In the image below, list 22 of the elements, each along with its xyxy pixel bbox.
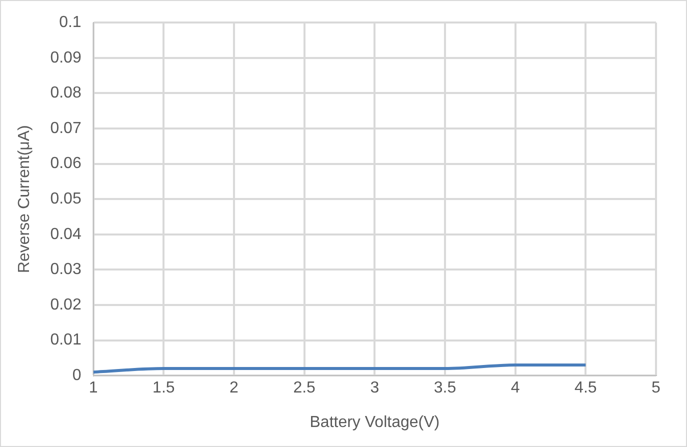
y-tick-label: 0.07 [50,120,82,137]
x-tick-label: 3.5 [434,380,456,397]
x-tick-label: 1 [88,380,98,397]
x-tick-label: 2 [230,380,239,397]
y-tick-label: 0.03 [50,261,82,278]
y-tick-label: 0.05 [50,190,82,208]
x-tick-label: 3 [370,380,380,397]
y-tick-label: 0.06 [50,155,82,172]
y-tick-label: 0.02 [50,296,82,314]
x-axis-title: Battery Voltage(V) [310,414,440,431]
y-tick-label: 0.08 [50,84,82,102]
y-tick-label: 0.1 [59,14,82,32]
x-tick-label: 2.5 [293,380,316,397]
x-tick-label: 1.5 [152,380,175,397]
y-tick-label: 0 [72,367,82,384]
x-tick-label: 4 [510,380,520,397]
y-tick-label: 0.01 [50,332,82,349]
x-tick-label: 4.5 [574,380,597,397]
y-tick-label: 0.09 [50,49,82,66]
y-tick-label: 0.04 [50,226,82,243]
x-tick-label: 5 [652,380,661,397]
y-axis-title: Reverse Current(μA) [16,125,34,274]
